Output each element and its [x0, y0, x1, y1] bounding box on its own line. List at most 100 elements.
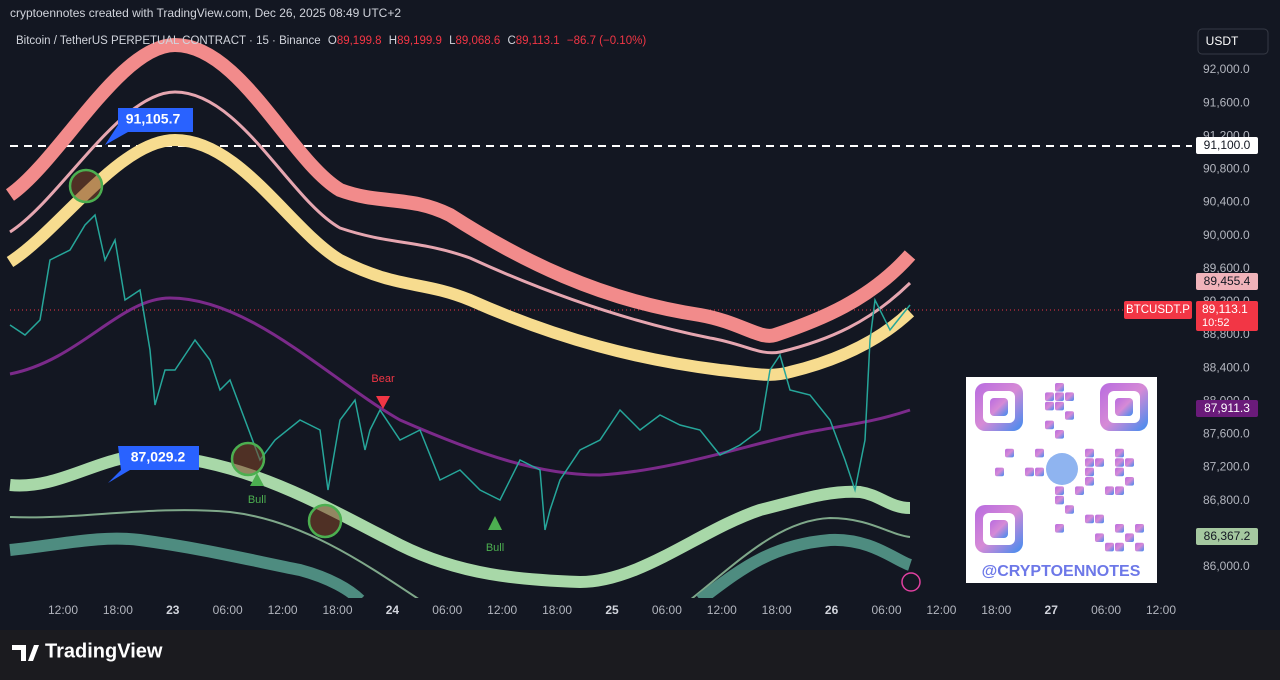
callout-box: [108, 446, 199, 483]
price-axis-label: 89,600.0: [1203, 261, 1250, 275]
time-axis-label: 12:00: [268, 603, 298, 617]
qr-module: [1125, 533, 1134, 542]
currency-label[interactable]: USDT: [1206, 34, 1239, 48]
footer-bar: [0, 630, 1280, 680]
band-badge: [1196, 528, 1258, 545]
signal-label: Bear: [371, 373, 395, 385]
upper-band: [5, 37, 916, 343]
time-axis-label: 12:00: [487, 603, 517, 617]
time-axis-label: 18:00: [322, 603, 352, 617]
signal-label: Bull: [486, 542, 504, 554]
qr-module: [1105, 486, 1114, 495]
date-label: 23: [166, 603, 180, 617]
price-axis-label: 90,400.0: [1203, 195, 1250, 209]
time-axis-label: 12:00: [707, 603, 737, 617]
qr-module: [1055, 495, 1064, 505]
qr-finder: [1115, 398, 1133, 416]
qr-module: [1115, 486, 1124, 495]
qr-module: [1055, 524, 1064, 533]
qr-module: [1115, 448, 1124, 458]
basis-upper-band: [6, 133, 915, 381]
outer-lower-band: [9, 532, 913, 598]
qr-module: [1055, 486, 1064, 495]
time-axis-label: 06:00: [652, 603, 682, 617]
legend-symbol: Bitcoin / TetherUS PERPETUAL CONTRACT · …: [16, 35, 321, 47]
legend-value: 89,068.6: [455, 35, 500, 47]
qr-module: [1085, 448, 1094, 458]
qr-module: [1045, 420, 1054, 430]
qr-module: [1085, 477, 1094, 486]
qr-finder: [990, 398, 1008, 416]
qr-label: @CRYPTOENNOTES: [982, 563, 1141, 580]
qr-code: @CRYPTOENNOTES: [966, 377, 1157, 583]
price-axis-label: 87,200.0: [1203, 460, 1250, 474]
band-badge-text: 86,367.2: [1204, 529, 1251, 543]
qr-module: [1085, 467, 1094, 477]
logo-mark: [12, 645, 39, 661]
legend-value: 89,199.9: [397, 35, 442, 47]
qr-module: [1075, 486, 1084, 495]
band-badge-text: 89,455.4: [1204, 274, 1251, 288]
price-axis-label: 86,800.0: [1203, 493, 1250, 507]
alert-icon[interactable]: [901, 572, 921, 592]
time-axis-label: 12:00: [926, 603, 956, 617]
legend-label: H: [389, 35, 397, 47]
legend-label: L: [449, 35, 456, 47]
level-badge: [1196, 137, 1258, 154]
header-caption: cryptoennotes created with TradingView.c…: [10, 6, 401, 20]
qr-module: [1025, 467, 1034, 477]
callout-text: 91,105.7: [126, 111, 181, 127]
upper-inner-band: [9, 90, 912, 355]
time-axis-label: 18:00: [981, 603, 1011, 617]
band-badge-text: 87,911.3: [1204, 401, 1250, 415]
price-axis-label: 86,000.0: [1203, 559, 1250, 573]
time-axis-label: 18:00: [542, 603, 572, 617]
qr-module: [1055, 430, 1064, 439]
date-label: 25: [605, 603, 619, 617]
price-axis-label: 90,800.0: [1203, 162, 1250, 176]
qr-module: [1135, 542, 1144, 552]
signal-circle: [230, 441, 266, 477]
time-axis: 12:00 18:00 23 06:00 12:00 18:00 24 06:00 12:00 1…: [48, 603, 1176, 617]
time-axis-label: 12:00: [48, 603, 78, 617]
qr-module: [1035, 448, 1044, 458]
signal-label: Bull: [248, 494, 266, 506]
qr-module: [1065, 411, 1074, 420]
price-axis-label: 92,000.0: [1203, 62, 1250, 76]
qr-module: [995, 467, 1004, 477]
time-axis-label: 06:00: [1091, 603, 1121, 617]
time-axis-label: 12:00: [1146, 603, 1176, 617]
qr-module: [1065, 505, 1074, 514]
bear-arrow: [376, 396, 390, 409]
legend-label: C: [507, 35, 515, 47]
qr-module: [1035, 467, 1044, 477]
qr-module: [1135, 524, 1144, 533]
logo-text: TradingView: [45, 640, 163, 662]
qr-pattern: [975, 383, 1148, 553]
qr-module: [1115, 458, 1124, 467]
legend-change: −86.7 (−0.10%): [567, 35, 646, 47]
last-price-badge: [1196, 301, 1258, 331]
qr-finder: [990, 520, 1008, 538]
bull-arrow: [250, 473, 264, 486]
time-axis-label: 18:00: [762, 603, 792, 617]
qr-module: [1085, 458, 1094, 467]
level-badge-text: 91,100.0: [1204, 138, 1251, 152]
qr-module: [1095, 514, 1104, 524]
time-axis-label: 06:00: [432, 603, 462, 617]
legend-label: O: [328, 35, 337, 47]
callout-box: [105, 108, 193, 145]
date-label: 26: [825, 603, 839, 617]
footer-logo: TradingView: [12, 640, 163, 662]
qr-module: [1085, 514, 1094, 524]
price-path: [9, 213, 911, 531]
date-label: 24: [386, 603, 400, 617]
qr-logo: [1046, 453, 1078, 485]
qr-module: [1055, 401, 1064, 411]
band-badge: [1196, 273, 1258, 290]
time-axis-label: 06:00: [871, 603, 901, 617]
signal-circle: [307, 503, 343, 539]
currency-button[interactable]: [1197, 28, 1269, 55]
